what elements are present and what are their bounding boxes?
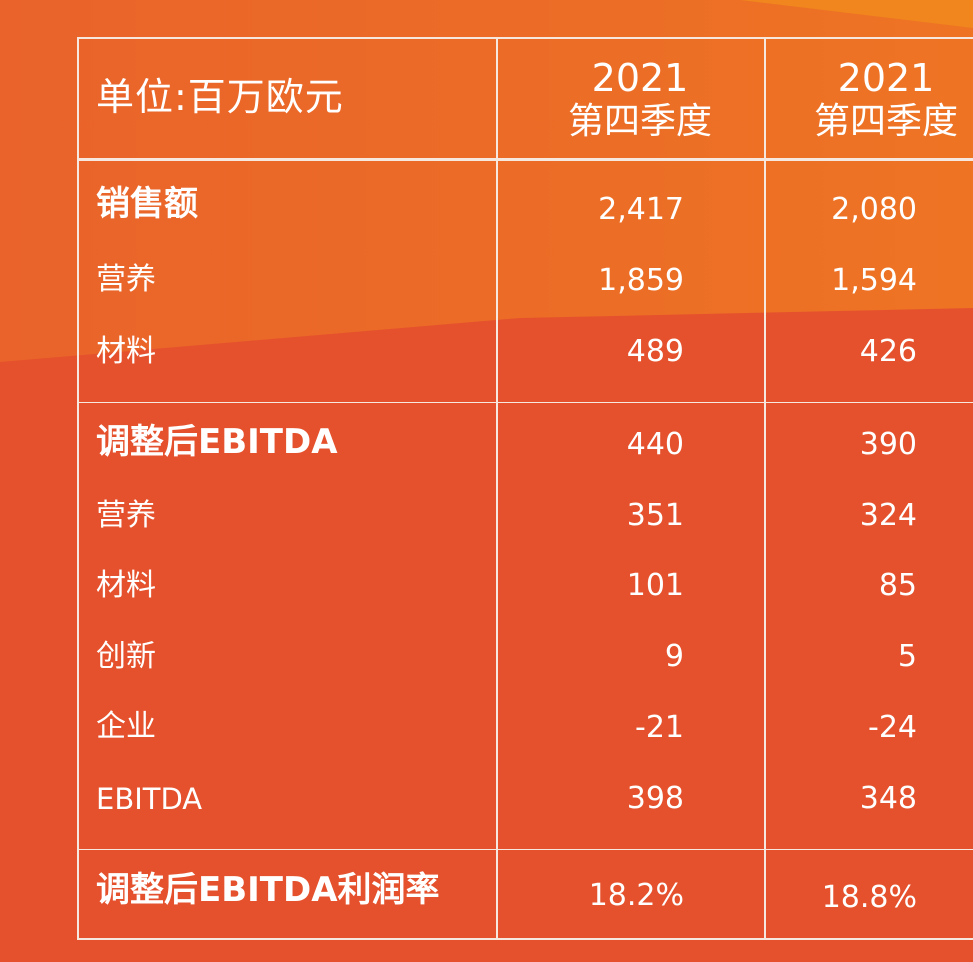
column-2-year: 2021 bbox=[837, 56, 935, 100]
margin-value-col2: 18.8% bbox=[821, 880, 917, 915]
column-1-year: 2021 bbox=[591, 56, 689, 100]
header-divider bbox=[77, 158, 973, 161]
column-1-quarter: 第四季度 bbox=[567, 101, 712, 142]
unit-label: 单位:百万欧元 bbox=[96, 75, 344, 119]
materials-sales-value-col2: 426 bbox=[859, 334, 917, 369]
column-divider-1 bbox=[496, 37, 498, 940]
row-label-nutrition-ebitda: 营养 bbox=[96, 498, 156, 533]
row-label-corporate: 企业 bbox=[96, 709, 156, 744]
ebitda-value-col1: 398 bbox=[626, 781, 684, 816]
row-label-materials-sales: 材料 bbox=[96, 334, 156, 369]
nutrition-ebitda-value-col2: 324 bbox=[859, 498, 917, 533]
row-label-sales: 销售额 bbox=[96, 184, 198, 224]
sales-value-col2: 2,080 bbox=[831, 192, 917, 227]
adjusted-ebitda-value-col2: 390 bbox=[859, 427, 917, 462]
materials-sales-value-col1: 489 bbox=[626, 334, 684, 369]
corporate-value-col1: -21 bbox=[635, 710, 684, 745]
row-label-adjusted-ebitda: 调整后EBITDA bbox=[96, 422, 338, 462]
row-label-materials-ebitda: 材料 bbox=[96, 568, 156, 603]
margin-value-col1: 18.2% bbox=[588, 878, 684, 913]
column-divider-2 bbox=[764, 37, 766, 940]
row-label-adjusted-ebitda-margin: 调整后EBITDA利润率 bbox=[96, 870, 440, 910]
column-2-quarter: 第四季度 bbox=[813, 101, 958, 142]
table-frame bbox=[77, 37, 973, 940]
section-divider-2 bbox=[77, 849, 973, 850]
row-label-nutrition-sales: 营养 bbox=[96, 262, 156, 297]
materials-ebitda-value-col1: 101 bbox=[626, 568, 684, 603]
sales-value-col1: 2,417 bbox=[598, 192, 684, 227]
innovation-value-col2: 5 bbox=[897, 639, 917, 674]
row-label-ebitda: EBITDA bbox=[96, 782, 203, 816]
section-divider-1 bbox=[77, 402, 973, 403]
corporate-value-col2: -24 bbox=[868, 710, 917, 745]
row-label-innovation: 创新 bbox=[96, 639, 156, 674]
adjusted-ebitda-value-col1: 440 bbox=[626, 427, 684, 462]
ebitda-value-col2: 348 bbox=[859, 781, 917, 816]
nutrition-sales-value-col1: 1,859 bbox=[598, 263, 684, 298]
materials-ebitda-value-col2: 85 bbox=[878, 568, 917, 603]
innovation-value-col1: 9 bbox=[664, 639, 684, 674]
nutrition-sales-value-col2: 1,594 bbox=[831, 263, 917, 298]
nutrition-ebitda-value-col1: 351 bbox=[626, 498, 684, 533]
